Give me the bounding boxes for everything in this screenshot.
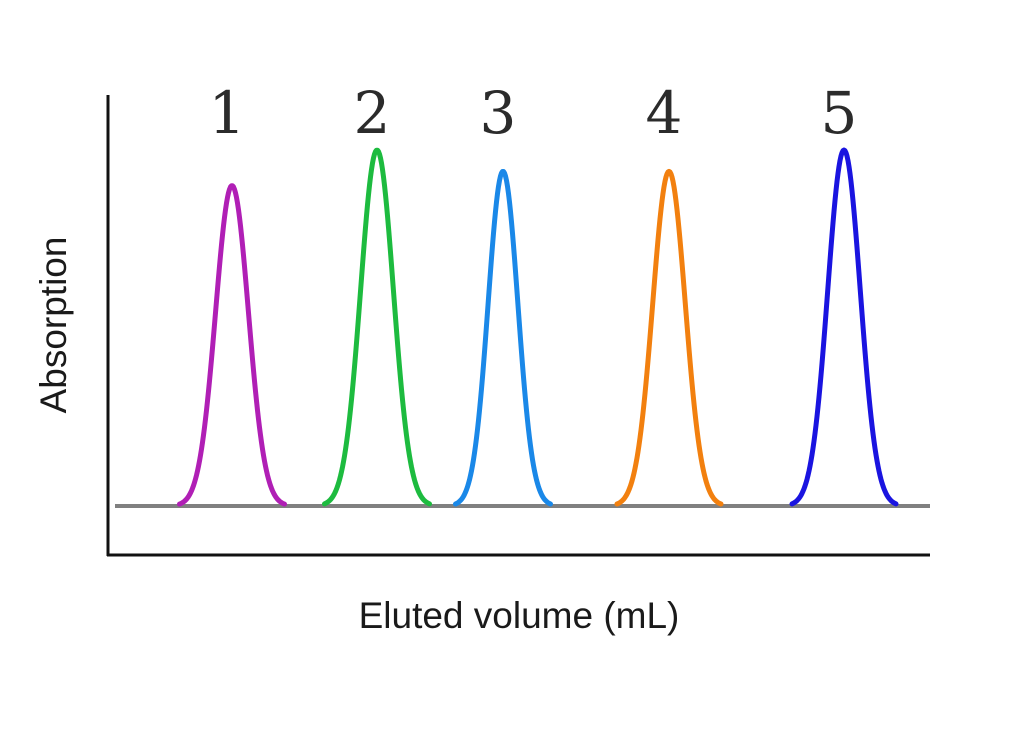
peak-5 bbox=[789, 147, 899, 507]
peak-2 bbox=[322, 147, 432, 507]
axes bbox=[106, 95, 930, 557]
peak-4 bbox=[614, 168, 724, 507]
peak-3 bbox=[453, 169, 553, 507]
peak-label-4: 4 bbox=[646, 79, 683, 147]
peak-labels: 1 2 3 4 5 bbox=[209, 79, 858, 147]
peaks bbox=[177, 147, 899, 507]
x-axis-title: Eluted volume (mL) bbox=[359, 595, 680, 636]
peak-1 bbox=[177, 183, 287, 507]
y-axis-title: Absorption bbox=[33, 237, 74, 414]
peak-label-5: 5 bbox=[821, 79, 858, 147]
peak-label-3: 3 bbox=[480, 79, 517, 147]
peak-label-1: 1 bbox=[209, 79, 246, 147]
peak-label-2: 2 bbox=[354, 79, 391, 147]
